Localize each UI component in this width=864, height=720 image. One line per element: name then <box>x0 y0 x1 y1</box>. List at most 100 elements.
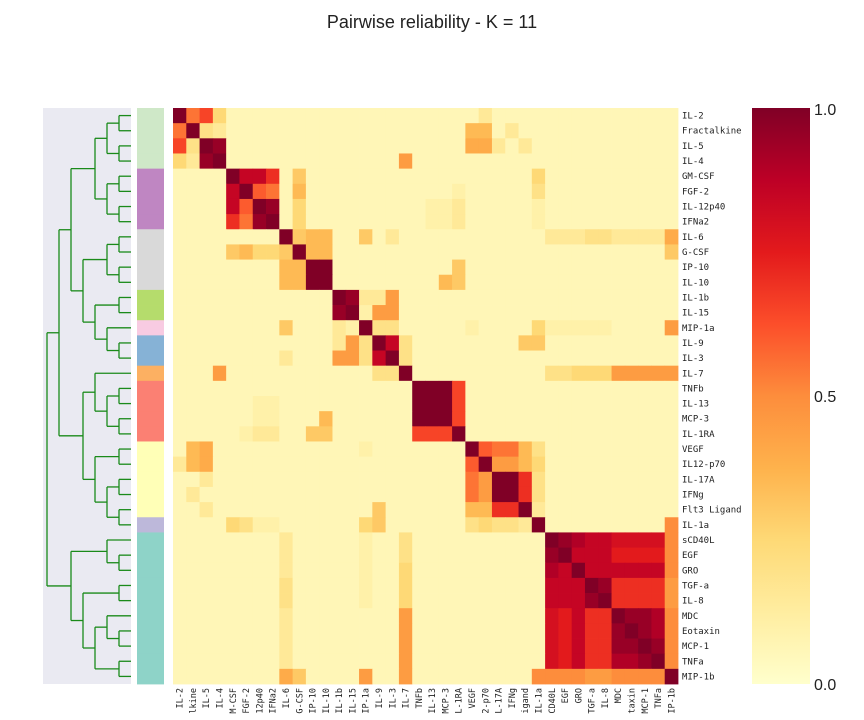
row-label: IL-12p40 <box>682 203 725 213</box>
heatmap-cell <box>518 486 533 503</box>
heatmap-cell <box>518 668 533 685</box>
heatmap-cell <box>491 517 506 533</box>
heatmap-cell <box>638 608 652 624</box>
heatmap-cell <box>465 183 480 200</box>
heatmap-cell <box>638 396 652 412</box>
heatmap-cell <box>239 198 254 215</box>
heatmap-cell <box>491 168 506 185</box>
heatmap-cell <box>173 259 187 276</box>
heatmap-cell <box>452 562 466 579</box>
heatmap-cell <box>584 380 599 397</box>
row-label: IP-10 <box>682 263 709 273</box>
heatmap-cell <box>345 335 360 351</box>
heatmap-cell <box>491 305 506 321</box>
heatmap-cell <box>252 577 267 594</box>
heatmap-cell <box>664 108 679 124</box>
heatmap-cell <box>332 668 347 685</box>
heatmap-cell <box>478 244 493 260</box>
heatmap-cell <box>173 229 187 245</box>
heatmap-cell <box>292 471 307 488</box>
row-dendrogram <box>46 114 131 678</box>
heatmap-cell <box>465 244 480 260</box>
heatmap-cell <box>624 608 639 624</box>
heatmap-cell <box>438 426 453 442</box>
heatmap-cell <box>239 214 254 230</box>
heatmap-cell <box>266 335 280 351</box>
heatmap-cell <box>651 214 666 230</box>
heatmap-cell <box>345 168 360 185</box>
heatmap-cell <box>478 547 493 564</box>
heatmap-cell <box>226 486 240 503</box>
heatmap-cell <box>266 653 280 670</box>
heatmap-cell <box>305 547 320 564</box>
heatmap-cell <box>412 653 426 670</box>
heatmap-cell <box>664 350 679 367</box>
row-label: IL-15 <box>682 309 709 319</box>
heatmap-cell <box>266 562 280 579</box>
heatmap-cell <box>186 259 200 276</box>
heatmap-cell <box>412 396 426 412</box>
heatmap-cell <box>292 259 307 276</box>
heatmap-cell <box>226 289 240 306</box>
heatmap-cell <box>664 305 679 321</box>
heatmap-cell <box>425 335 440 351</box>
heatmap-cell <box>199 486 214 503</box>
heatmap-cell <box>305 305 320 321</box>
heatmap-cell <box>571 593 586 609</box>
heatmap-cell <box>186 608 200 624</box>
heatmap-cell <box>452 168 466 185</box>
heatmap-cell <box>452 471 466 488</box>
heatmap-cell <box>359 153 373 170</box>
heatmap-cell <box>372 335 387 351</box>
heatmap-cell <box>332 320 347 336</box>
heatmap-cell <box>292 305 307 321</box>
heatmap-cell <box>558 168 573 185</box>
heatmap-cell <box>345 441 360 458</box>
heatmap-cell <box>505 350 519 367</box>
heatmap-cell <box>239 532 254 548</box>
cluster-color-cell <box>137 108 164 124</box>
heatmap-cell <box>545 305 559 321</box>
heatmap-cell <box>611 259 626 276</box>
heatmap-cell <box>425 577 440 594</box>
cluster-color-cell <box>137 593 164 609</box>
heatmap-cell <box>531 198 546 215</box>
heatmap-cell <box>664 532 679 548</box>
column-label: IL-5 <box>202 688 212 708</box>
heatmap-cell <box>319 653 333 670</box>
heatmap-cell <box>518 259 533 276</box>
heatmap-cell <box>385 608 400 624</box>
heatmap-cell <box>292 517 307 533</box>
heatmap-cell <box>624 183 639 200</box>
heatmap-cell <box>478 123 493 139</box>
heatmap-cell <box>252 168 267 185</box>
heatmap-cell <box>624 244 639 260</box>
heatmap-cell <box>252 350 267 367</box>
heatmap-cell <box>412 471 426 488</box>
heatmap-cell <box>385 320 400 336</box>
heatmap-cell <box>212 335 227 351</box>
heatmap-cell <box>558 365 573 382</box>
heatmap-cell <box>398 577 413 594</box>
heatmap-cell <box>624 517 639 533</box>
heatmap-cell <box>372 456 387 473</box>
heatmap-cell <box>199 638 214 655</box>
heatmap-cell <box>438 229 453 245</box>
heatmap-cell <box>624 305 639 321</box>
heatmap-cell <box>624 577 639 594</box>
heatmap-cell <box>598 668 612 685</box>
heatmap-cell <box>266 577 280 594</box>
heatmap-cell <box>226 229 240 245</box>
heatmap-cell <box>584 229 599 245</box>
heatmap-cell <box>292 289 307 306</box>
heatmap-cell <box>319 411 333 427</box>
heatmap-cell <box>305 471 320 488</box>
heatmap-cell <box>545 638 559 655</box>
heatmap-cell <box>412 108 426 124</box>
heatmap-cell <box>292 441 307 458</box>
heatmap-cell <box>173 108 187 124</box>
heatmap-cell <box>611 502 626 518</box>
column-label: igand <box>521 688 531 714</box>
heatmap-cell <box>226 365 240 382</box>
heatmap-cell <box>199 623 214 639</box>
